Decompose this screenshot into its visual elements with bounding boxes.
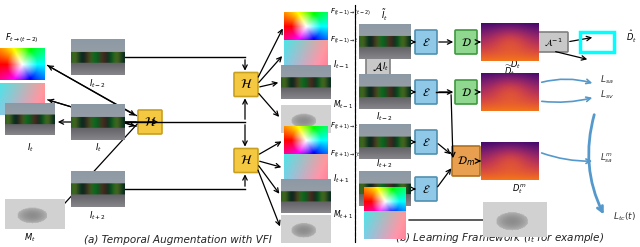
FancyBboxPatch shape	[415, 130, 437, 154]
Text: (b) Learning Framework ($I_t$ for example): (b) Learning Framework ($I_t$ for exampl…	[396, 231, 605, 245]
FancyBboxPatch shape	[415, 177, 437, 201]
Text: $\mathcal{D}$: $\mathcal{D}$	[461, 86, 472, 98]
Text: $F_{(t-1)\rightarrow(t-2)}$: $F_{(t-1)\rightarrow(t-2)}$	[330, 7, 371, 17]
FancyBboxPatch shape	[366, 56, 390, 78]
Text: $D_t$: $D_t$	[510, 59, 521, 71]
Text: $\mathcal{H}$: $\mathcal{H}$	[240, 78, 252, 91]
Text: $I_{t-2}$: $I_{t-2}$	[376, 110, 394, 123]
FancyBboxPatch shape	[234, 148, 258, 172]
FancyBboxPatch shape	[455, 80, 477, 104]
Text: $I_t$: $I_t$	[381, 61, 388, 73]
FancyBboxPatch shape	[415, 30, 437, 54]
Text: $\mathcal{H}$: $\mathcal{H}$	[240, 154, 252, 167]
Text: $I_{t+2}$: $I_{t+2}$	[90, 209, 107, 222]
Text: $L_{sv}$: $L_{sv}$	[600, 89, 614, 101]
Text: $L_{sa}$: $L_{sa}$	[600, 74, 614, 86]
Text: $\mathcal{E}$: $\mathcal{E}$	[422, 86, 430, 98]
Text: $F_{t\rightarrow(t-2)}$: $F_{t\rightarrow(t-2)}$	[375, 198, 403, 208]
FancyBboxPatch shape	[455, 30, 477, 54]
FancyBboxPatch shape	[234, 73, 258, 97]
Text: $\mathcal{D}$: $\mathcal{D}$	[461, 36, 472, 48]
Text: $\tilde{I}_t$: $\tilde{I}_t$	[381, 8, 388, 23]
Text: $\mathcal{A}$: $\mathcal{A}$	[372, 61, 384, 74]
Text: $M_{t+1}$: $M_{t+1}$	[333, 209, 353, 221]
FancyBboxPatch shape	[538, 32, 568, 52]
FancyBboxPatch shape	[138, 110, 162, 134]
Text: $F_{t\rightarrow(t+2)}$: $F_{t\rightarrow(t+2)}$	[375, 226, 403, 236]
Text: $I_{t+2}$: $I_{t+2}$	[376, 158, 394, 170]
FancyBboxPatch shape	[452, 146, 480, 176]
Text: $I_{t+1}$: $I_{t+1}$	[333, 173, 350, 185]
Text: $\widetilde{D}_t$: $\widetilde{D}_t$	[504, 63, 515, 78]
Text: $F_{t\rightarrow(t+2)}$: $F_{t\rightarrow(t+2)}$	[5, 116, 39, 130]
Text: $F_{t\rightarrow(t-2)}$: $F_{t\rightarrow(t-2)}$	[5, 31, 39, 45]
Text: $D_t^m$: $D_t^m$	[512, 182, 527, 195]
Text: $M_t$: $M_t$	[24, 231, 36, 244]
Text: $L_{sa}^m$: $L_{sa}^m$	[600, 151, 613, 165]
Text: $\mathcal{E}$: $\mathcal{E}$	[422, 183, 430, 195]
Text: $M_{t-1}$: $M_{t-1}$	[333, 99, 353, 111]
Text: $F_{(t+1)\rightarrow t}$: $F_{(t+1)\rightarrow t}$	[330, 121, 359, 131]
FancyBboxPatch shape	[415, 80, 437, 104]
Text: $M_t$: $M_t$	[514, 206, 526, 218]
Text: $\hat{D}_t$: $\hat{D}_t$	[626, 29, 637, 45]
Text: $\mathcal{H}$: $\mathcal{H}$	[144, 116, 156, 128]
Text: $I_{t-1}$: $I_{t-1}$	[333, 59, 350, 71]
Text: $F_{(t-1)\rightarrow t}$: $F_{(t-1)\rightarrow t}$	[330, 35, 359, 45]
Text: $\mathcal{E}$: $\mathcal{E}$	[422, 36, 430, 48]
Text: (a) Temporal Augmentation with VFI: (a) Temporal Augmentation with VFI	[84, 235, 272, 245]
Text: $F_{(t+1)\rightarrow(t+2)}$: $F_{(t+1)\rightarrow(t+2)}$	[330, 149, 371, 159]
Text: $I_{t-2}$: $I_{t-2}$	[90, 77, 107, 89]
Text: $\mathcal{D}_m$: $\mathcal{D}_m$	[457, 154, 475, 168]
Text: $\mathcal{A}^{-1}$: $\mathcal{A}^{-1}$	[544, 36, 563, 48]
Text: $\mathcal{E}$: $\mathcal{E}$	[422, 136, 430, 148]
Text: $L_{tc}(t)$: $L_{tc}(t)$	[613, 211, 636, 223]
Text: $I_t$: $I_t$	[95, 142, 102, 155]
Text: $I_t$: $I_t$	[26, 142, 33, 155]
